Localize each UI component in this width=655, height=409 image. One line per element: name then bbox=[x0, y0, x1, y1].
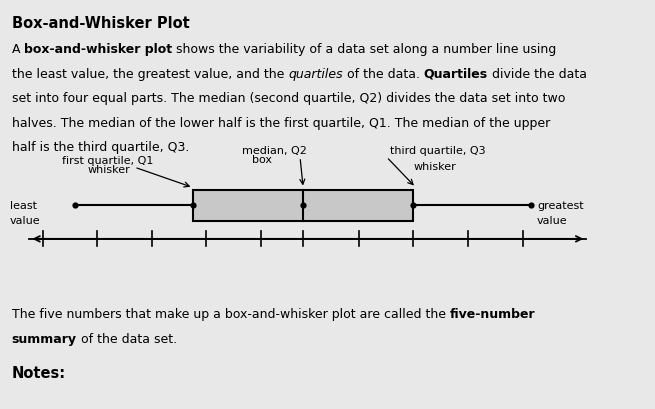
Text: value: value bbox=[10, 216, 41, 226]
Text: set into four equal parts. The median (second quartile, Q2) divides the data set: set into four equal parts. The median (s… bbox=[12, 92, 565, 105]
Text: The five numbers that make up a box-and-whisker plot are called the: The five numbers that make up a box-and-… bbox=[12, 308, 450, 321]
Text: of the data set.: of the data set. bbox=[77, 332, 177, 345]
Text: box: box bbox=[252, 155, 272, 165]
Text: median, Q2: median, Q2 bbox=[242, 146, 307, 155]
Text: whisker: whisker bbox=[414, 162, 457, 172]
Text: Quartiles: Quartiles bbox=[424, 67, 488, 81]
Text: least: least bbox=[10, 200, 37, 210]
Text: the least value, the greatest value, and the: the least value, the greatest value, and… bbox=[12, 67, 288, 81]
Text: shows the variability of a data set along a number line using: shows the variability of a data set alon… bbox=[172, 43, 557, 56]
Text: halves. The median of the lower half is the first quartile, Q1. The median of th: halves. The median of the lower half is … bbox=[12, 117, 550, 130]
Text: quartiles: quartiles bbox=[288, 67, 343, 81]
Text: Notes:: Notes: bbox=[12, 365, 66, 380]
Text: box-and-whisker plot: box-and-whisker plot bbox=[24, 43, 172, 56]
Text: divide the data: divide the data bbox=[488, 67, 587, 81]
Text: Box-and-Whisker Plot: Box-and-Whisker Plot bbox=[12, 16, 189, 31]
Text: A: A bbox=[12, 43, 24, 56]
Text: first quartile, Q1: first quartile, Q1 bbox=[62, 156, 154, 166]
Text: value: value bbox=[537, 216, 568, 226]
Bar bbox=[193, 190, 413, 222]
Text: of the data.: of the data. bbox=[343, 67, 424, 81]
Text: summary: summary bbox=[12, 332, 77, 345]
Text: third quartile, Q3: third quartile, Q3 bbox=[390, 146, 485, 155]
Text: greatest: greatest bbox=[537, 200, 584, 210]
Text: whisker: whisker bbox=[87, 165, 130, 175]
Text: five-number: five-number bbox=[450, 308, 535, 321]
Text: half is the third quartile, Q3.: half is the third quartile, Q3. bbox=[12, 141, 189, 154]
